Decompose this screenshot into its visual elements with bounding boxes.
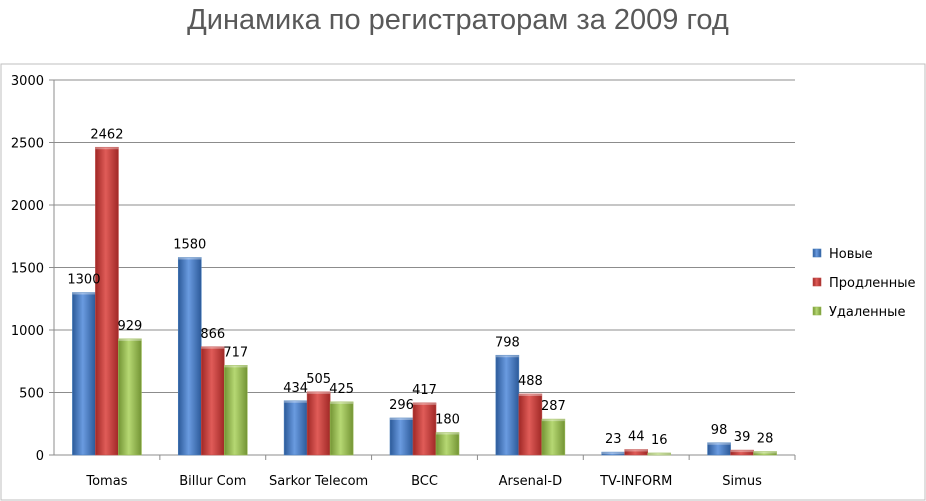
data-label: 98	[711, 423, 728, 438]
bar	[283, 400, 308, 456]
bar-highlight	[95, 147, 119, 150]
bar	[177, 257, 202, 456]
bar	[306, 391, 331, 456]
x-category-label: Tomas	[85, 474, 127, 489]
data-label: 1580	[173, 238, 206, 253]
bar	[435, 432, 460, 456]
chart-title: Динамика по регистраторам за 2009 год	[187, 4, 729, 36]
bar	[200, 346, 225, 456]
data-label: 717	[223, 345, 248, 360]
data-label: 929	[118, 319, 143, 334]
bar	[72, 292, 96, 456]
bar	[624, 449, 649, 456]
plot-frame	[0, 63, 926, 501]
data-label: 434	[283, 381, 308, 396]
data-label: 866	[200, 327, 225, 342]
bar-highlight	[601, 452, 625, 455]
x-category-label: TV-INFORM	[599, 474, 672, 489]
data-label: 296	[389, 398, 414, 413]
bar	[95, 146, 119, 456]
x-category-label: Arsenal-D	[499, 474, 563, 489]
data-label: 39	[734, 430, 751, 445]
x-category-label: Simus	[722, 474, 762, 489]
bar-highlight	[541, 419, 565, 422]
bar-highlight	[284, 400, 308, 403]
legend-label: Новые	[829, 247, 873, 262]
bar-highlight	[201, 346, 225, 349]
bar-highlight	[707, 442, 731, 445]
x-category-label: Sarkor Telecom	[269, 474, 368, 489]
legend-label: Удаленные	[829, 305, 905, 320]
bar-highlight	[624, 449, 648, 452]
bar	[412, 402, 437, 456]
bar-highlight	[436, 432, 459, 435]
bar-highlight	[330, 401, 354, 404]
data-label: 417	[412, 383, 437, 398]
data-label: 287	[541, 399, 566, 414]
y-tick-label: 500	[19, 387, 44, 402]
data-label: 23	[605, 432, 622, 447]
legend-swatch	[812, 248, 822, 258]
data-label: 28	[757, 432, 774, 447]
y-tick-label: 0	[36, 449, 44, 464]
bar-highlight	[753, 451, 777, 454]
legend-label: Продленные	[829, 276, 916, 291]
bar-highlight	[118, 338, 142, 341]
data-label: 798	[495, 335, 520, 350]
bar	[753, 451, 777, 456]
bar	[329, 401, 354, 456]
bar	[541, 418, 566, 456]
bar-highlight	[730, 450, 754, 453]
data-label: 2462	[90, 127, 123, 142]
bar-highlight	[413, 402, 436, 405]
y-tick-label: 3000	[11, 74, 44, 89]
gridlines	[54, 79, 795, 456]
y-tick-label: 2500	[11, 137, 44, 152]
bar	[647, 452, 672, 456]
data-label: 505	[306, 372, 331, 387]
y-tick-label: 2000	[11, 199, 44, 214]
bar-highlight	[307, 391, 331, 394]
legend: Новые Продленные Удаленные	[812, 247, 916, 320]
bar	[518, 393, 543, 456]
bar-highlight	[178, 257, 202, 260]
legend-swatch	[812, 277, 822, 287]
data-label: 180	[435, 413, 460, 428]
data-label: 16	[651, 433, 668, 448]
data-label: 425	[329, 382, 354, 397]
data-label: 1300	[67, 273, 100, 288]
y-tick-label: 1000	[11, 324, 44, 339]
bar-highlight	[518, 394, 542, 396]
bar	[707, 442, 731, 456]
data-label: 44	[628, 430, 645, 445]
y-tick-label: 1500	[11, 262, 44, 277]
bar-highlight	[495, 355, 519, 358]
x-category-label: Billur Com	[179, 474, 246, 489]
bar-highlight	[390, 418, 413, 420]
bars	[72, 146, 777, 456]
bar	[495, 354, 520, 456]
bar	[389, 417, 414, 456]
data-label: 488	[518, 374, 543, 389]
bar-highlight	[647, 453, 671, 455]
bar	[118, 338, 142, 456]
bar	[223, 365, 248, 456]
x-category-label: BCC	[411, 474, 438, 489]
bar-highlight	[72, 292, 96, 295]
legend-swatch	[812, 306, 822, 316]
bar-highlight	[224, 365, 248, 368]
